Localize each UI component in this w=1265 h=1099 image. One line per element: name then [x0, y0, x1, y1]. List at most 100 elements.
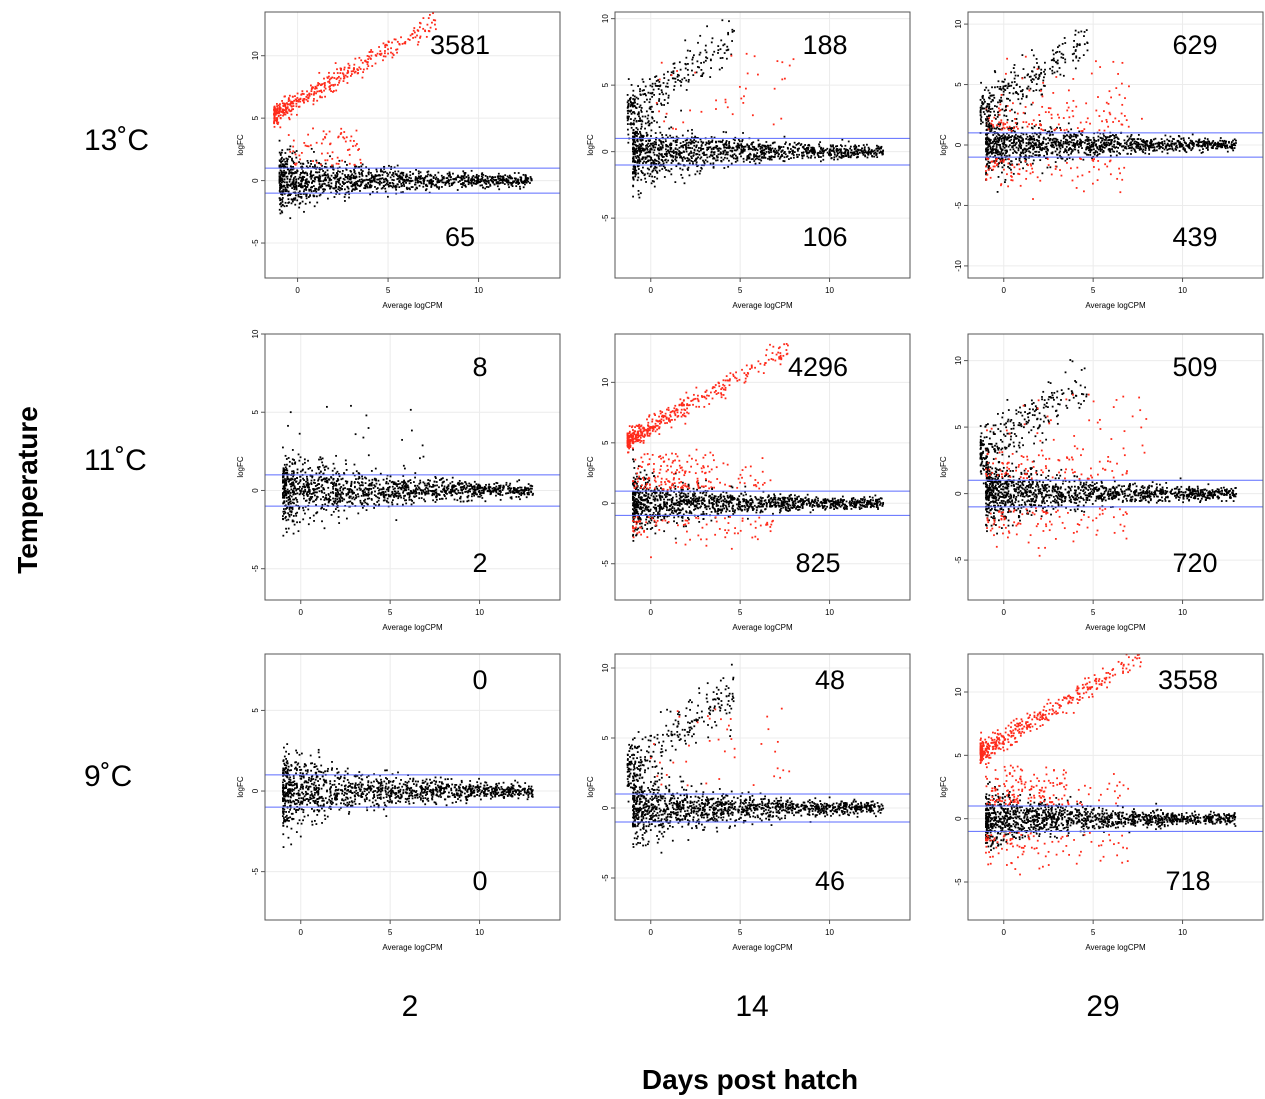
data-point — [327, 175, 330, 178]
data-point — [308, 189, 311, 192]
data-point — [460, 175, 463, 178]
data-point — [998, 125, 1001, 128]
data-point — [1086, 143, 1089, 146]
data-point — [1037, 67, 1040, 70]
data-point — [519, 187, 522, 190]
data-point — [398, 181, 401, 183]
data-point — [347, 190, 350, 193]
data-point — [291, 200, 294, 203]
data-point — [497, 175, 500, 178]
data-point — [637, 159, 640, 162]
data-point — [687, 80, 690, 83]
data-point — [1010, 160, 1013, 163]
data-point — [757, 139, 760, 142]
data-point — [642, 93, 645, 96]
data-point — [1144, 140, 1147, 143]
data-point — [757, 143, 760, 146]
data-point — [1033, 146, 1036, 149]
data-point — [643, 89, 645, 91]
data-point — [1036, 138, 1038, 141]
data-point — [295, 181, 298, 184]
data-point — [728, 141, 731, 143]
data-point — [996, 150, 999, 153]
data-point — [284, 163, 287, 165]
data-point — [496, 185, 499, 188]
data-point — [307, 96, 310, 99]
data-point — [379, 54, 382, 56]
data-point — [632, 153, 635, 156]
data-point — [1110, 139, 1113, 141]
data-point — [1079, 132, 1082, 135]
data-point — [360, 59, 363, 62]
data-point — [700, 75, 703, 77]
data-point — [470, 169, 473, 172]
data-point — [353, 183, 356, 186]
data-point — [657, 155, 660, 158]
data-point — [640, 119, 643, 122]
data-point — [636, 113, 639, 116]
data-point — [639, 90, 641, 93]
data-point — [1125, 143, 1128, 146]
data-point — [646, 98, 648, 101]
data-point — [1201, 145, 1204, 148]
data-point — [424, 189, 427, 192]
data-point — [1160, 138, 1163, 140]
data-point — [648, 144, 651, 147]
data-point — [403, 42, 406, 44]
data-point — [1047, 142, 1050, 145]
data-point — [336, 191, 339, 194]
data-point — [704, 159, 707, 162]
data-point — [1131, 139, 1134, 142]
data-point — [311, 186, 313, 189]
data-point — [688, 162, 691, 165]
data-point — [1004, 181, 1006, 184]
data-point — [323, 84, 326, 87]
data-point — [374, 175, 376, 178]
data-point — [416, 43, 419, 46]
data-point — [1124, 142, 1126, 145]
data-point — [293, 151, 296, 154]
data-point — [683, 151, 685, 153]
data-point — [1161, 147, 1164, 150]
data-point — [395, 48, 398, 51]
data-point — [1020, 144, 1023, 147]
data-point — [342, 182, 345, 185]
data-point — [1160, 146, 1163, 148]
data-point — [1015, 141, 1018, 144]
data-point — [474, 176, 477, 179]
data-point — [279, 182, 282, 185]
data-point — [1031, 138, 1034, 141]
data-point — [313, 92, 315, 95]
data-point — [1021, 149, 1024, 152]
data-point — [664, 148, 667, 151]
y-tick-label: 0 — [601, 149, 610, 154]
data-point — [764, 144, 766, 147]
data-point — [396, 48, 399, 51]
data-point — [690, 142, 693, 145]
data-point — [412, 172, 415, 175]
data-point — [350, 181, 353, 183]
data-point — [882, 150, 884, 153]
data-point — [437, 181, 439, 184]
data-point — [1002, 126, 1005, 129]
data-point — [395, 188, 398, 191]
data-point — [669, 146, 672, 149]
data-point — [456, 189, 459, 191]
data-point — [522, 173, 525, 176]
data-point — [719, 147, 722, 150]
data-point — [1101, 146, 1104, 148]
data-point — [1046, 166, 1049, 169]
data-point — [289, 103, 292, 106]
data-point — [1032, 144, 1035, 147]
data-point — [278, 171, 281, 174]
data-point — [372, 175, 375, 178]
data-point — [666, 82, 669, 85]
data-point — [706, 156, 709, 159]
data-point — [856, 151, 859, 154]
data-point — [1107, 125, 1110, 128]
data-point — [829, 154, 831, 157]
data-point — [1030, 155, 1033, 158]
data-point — [1113, 143, 1115, 146]
data-point — [709, 146, 712, 149]
data-point — [405, 187, 408, 190]
